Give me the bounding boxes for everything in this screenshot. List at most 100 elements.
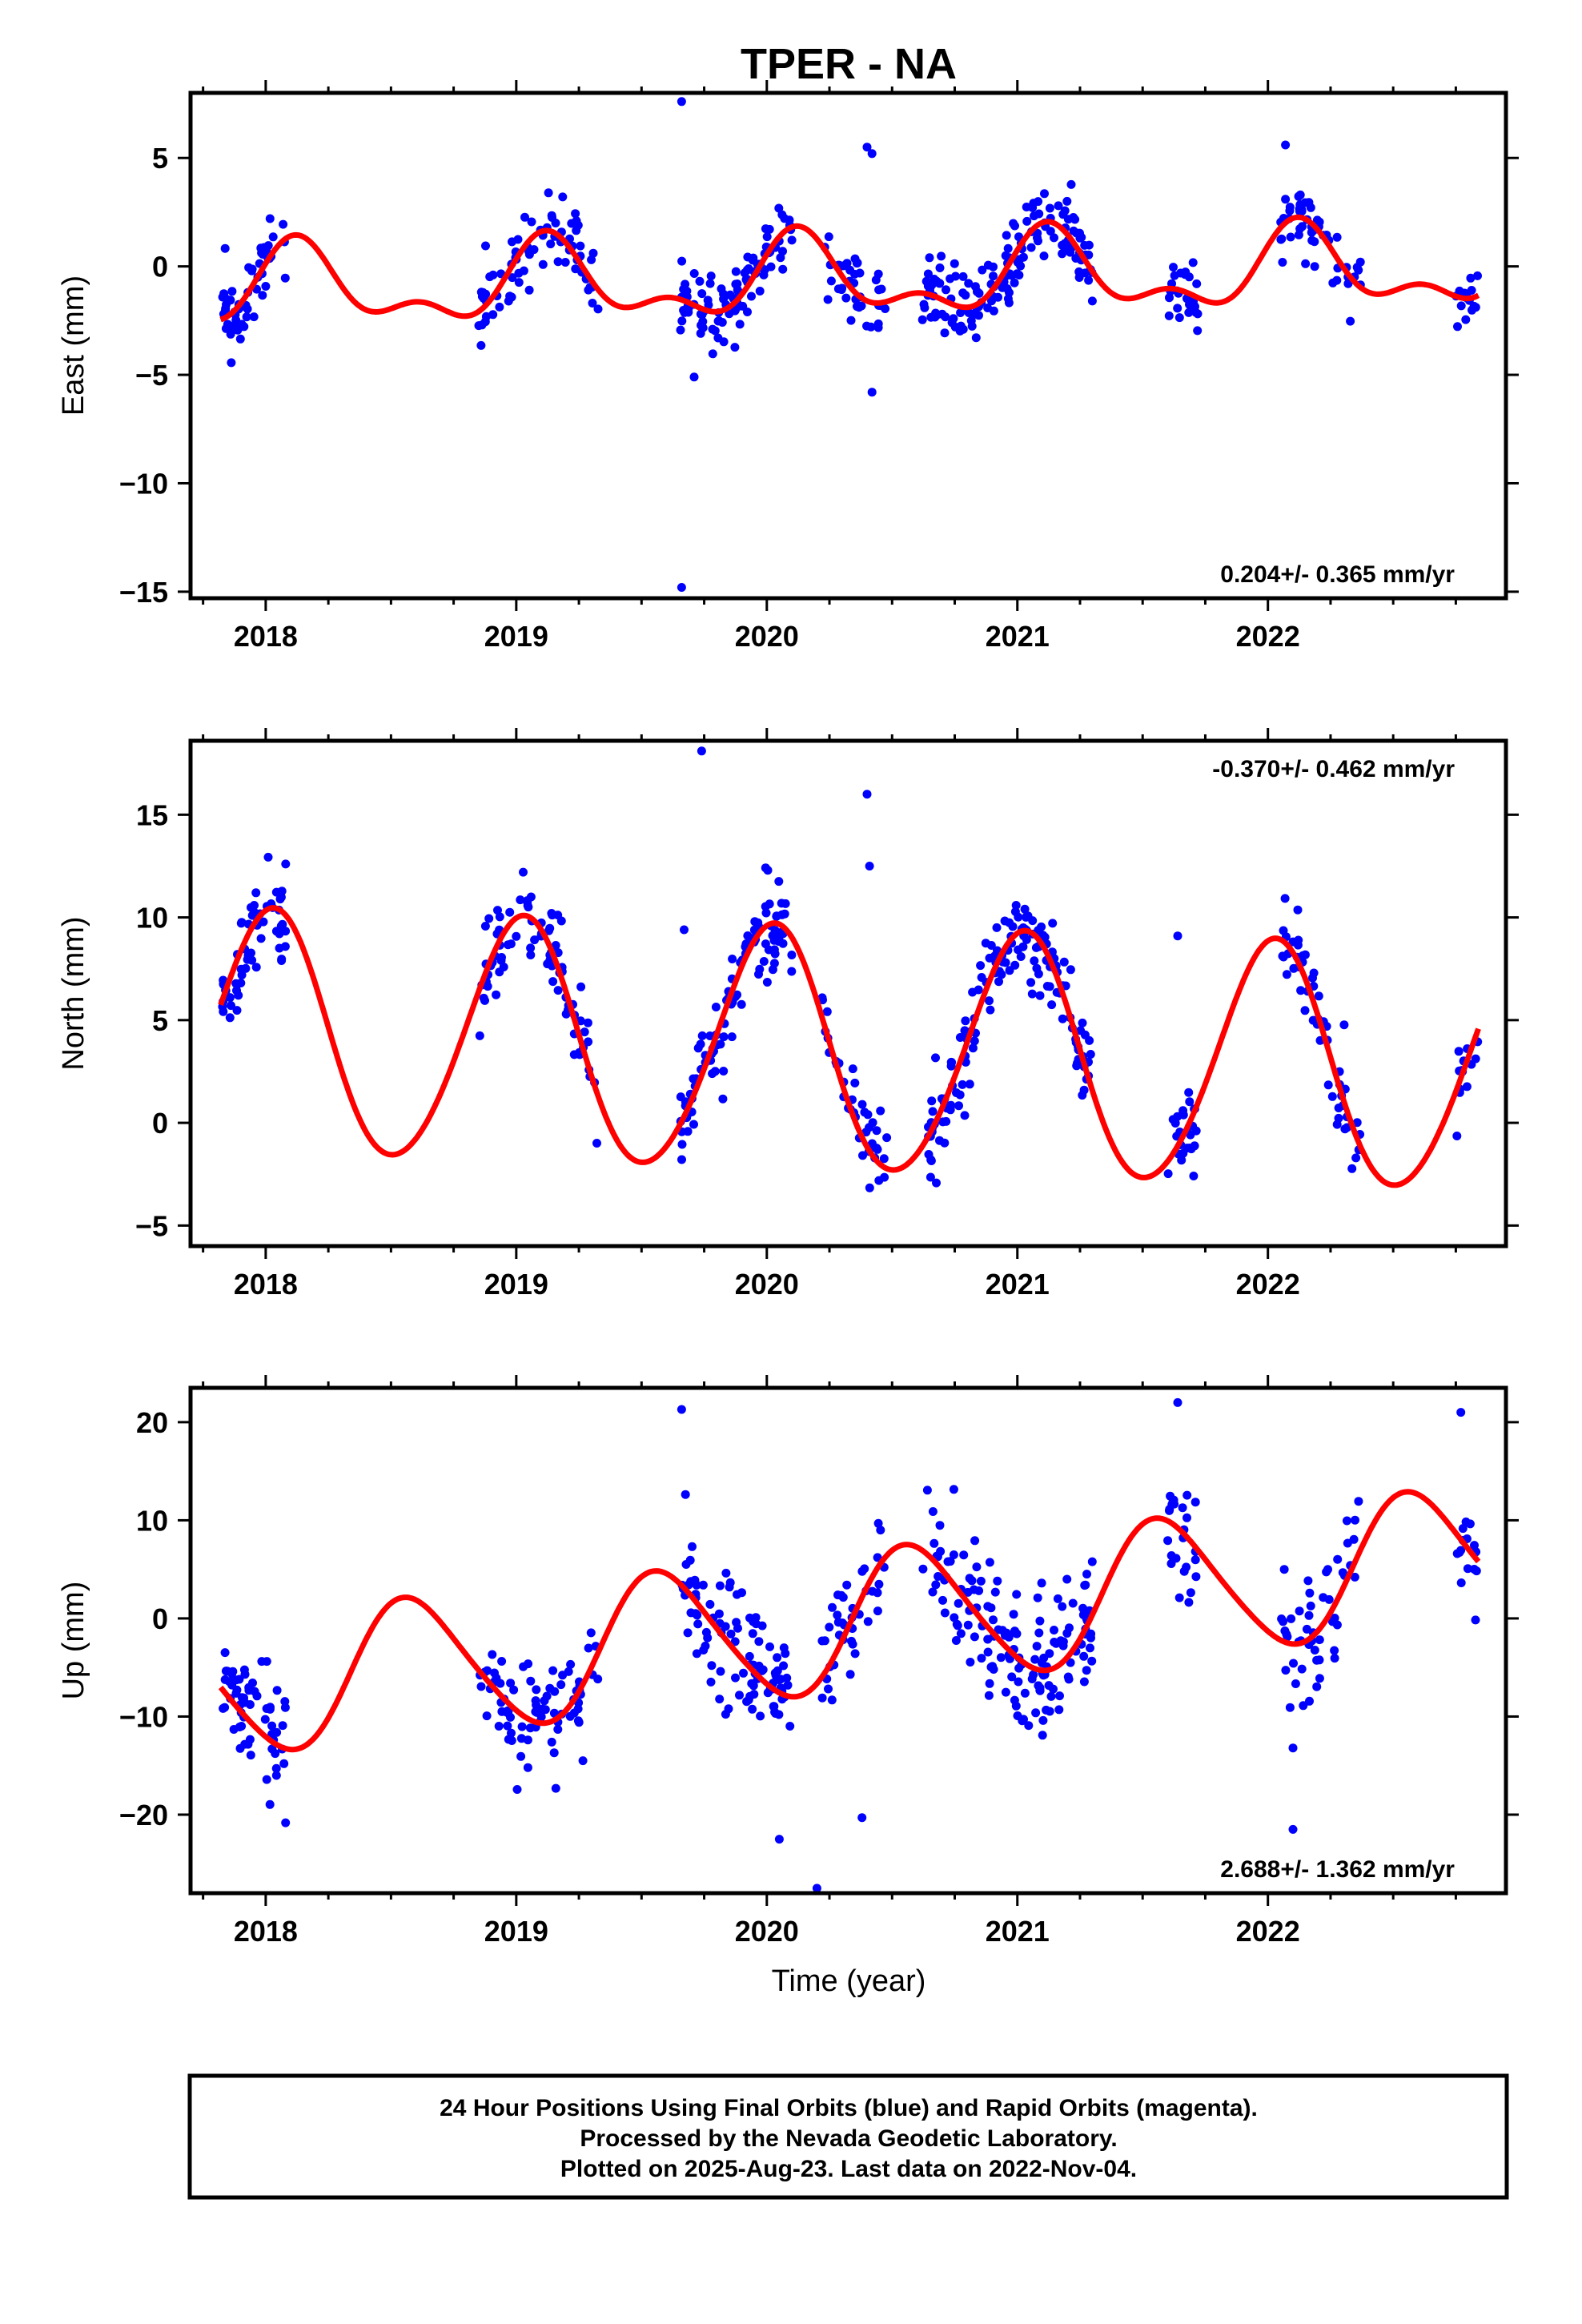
data-point xyxy=(281,1818,291,1827)
data-point xyxy=(1330,1654,1339,1663)
data-point xyxy=(1079,1677,1089,1687)
x-tick-label: 2021 xyxy=(986,620,1050,653)
data-point xyxy=(918,1564,928,1574)
x-tick-label: 2019 xyxy=(484,1268,548,1301)
data-point xyxy=(955,1033,965,1042)
data-point xyxy=(1288,1743,1298,1753)
data-point xyxy=(754,1637,764,1647)
data-point xyxy=(1007,271,1017,280)
data-point xyxy=(538,259,548,269)
data-point xyxy=(1059,957,1069,967)
data-point xyxy=(956,308,966,317)
data-point xyxy=(778,939,788,948)
data-point xyxy=(1310,1646,1319,1655)
data-point xyxy=(1011,901,1021,910)
data-point xyxy=(1306,1601,1315,1610)
data-point xyxy=(540,1705,550,1715)
data-point xyxy=(781,899,790,908)
data-point xyxy=(776,1675,785,1684)
data-point xyxy=(1295,1606,1304,1616)
data-point xyxy=(251,963,261,972)
data-point xyxy=(561,1009,571,1019)
data-point xyxy=(677,1405,686,1414)
data-point xyxy=(588,299,597,308)
data-point xyxy=(928,1587,938,1597)
data-point xyxy=(1085,1035,1094,1045)
data-point xyxy=(1300,1006,1310,1015)
data-point xyxy=(1164,311,1174,320)
data-point xyxy=(1001,1630,1010,1640)
data-point xyxy=(584,1037,593,1047)
x-tick-label: 2018 xyxy=(234,1915,298,1948)
y-tick-label: 5 xyxy=(152,1004,168,1037)
data-point xyxy=(257,1657,267,1667)
data-point xyxy=(977,1654,986,1663)
data-point xyxy=(548,213,556,222)
x-axis-label: Time (year) xyxy=(772,1964,926,1998)
data-point xyxy=(1079,1085,1089,1095)
data-point xyxy=(1308,973,1317,983)
data-point xyxy=(1456,301,1466,311)
data-point xyxy=(986,1603,996,1613)
data-point xyxy=(946,1057,956,1067)
data-point xyxy=(1058,1602,1067,1611)
data-point xyxy=(779,1661,789,1671)
data-point xyxy=(265,1799,275,1809)
data-point xyxy=(747,1679,757,1688)
data-point xyxy=(544,926,553,935)
data-point xyxy=(985,953,994,963)
data-point xyxy=(1024,1721,1034,1731)
data-point xyxy=(1289,1659,1298,1668)
data-point xyxy=(715,1581,725,1590)
data-point xyxy=(693,1610,702,1620)
data-point xyxy=(1315,1674,1324,1683)
data-point xyxy=(1010,221,1019,231)
data-point xyxy=(551,1783,560,1793)
data-point xyxy=(1054,1705,1064,1715)
data-point xyxy=(1293,905,1303,915)
data-point xyxy=(1310,262,1319,271)
data-point xyxy=(842,259,852,268)
data-point xyxy=(1296,986,1306,995)
model-fit-curve xyxy=(218,1489,1481,1753)
data-point xyxy=(256,934,266,943)
data-point xyxy=(566,1659,576,1669)
x-tick-label: 2022 xyxy=(1236,1915,1300,1948)
data-point xyxy=(278,1721,287,1731)
data-point xyxy=(593,304,603,314)
data-point xyxy=(970,1036,979,1046)
data-point xyxy=(778,247,787,256)
data-point xyxy=(1170,1499,1179,1509)
data-point xyxy=(724,1704,733,1714)
data-point xyxy=(742,265,752,275)
data-point xyxy=(1281,140,1291,150)
data-point xyxy=(1469,1565,1479,1574)
data-point xyxy=(940,1138,950,1148)
data-point xyxy=(984,1691,994,1700)
data-point xyxy=(1034,969,1043,979)
data-point xyxy=(1299,1701,1308,1711)
data-point xyxy=(863,1617,873,1626)
data-point xyxy=(1165,293,1174,303)
data-point xyxy=(882,1133,892,1143)
data-point xyxy=(1030,1655,1040,1664)
data-point xyxy=(772,911,781,921)
data-point xyxy=(862,321,871,331)
data-point xyxy=(762,978,772,987)
data-point xyxy=(950,1613,959,1622)
data-point xyxy=(516,895,525,905)
data-point xyxy=(1080,240,1090,250)
x-tick-label: 2022 xyxy=(1236,1268,1300,1301)
data-point xyxy=(507,1728,516,1738)
data-point xyxy=(1054,201,1063,211)
data-point xyxy=(721,1622,730,1631)
data-point xyxy=(492,990,501,999)
data-point xyxy=(931,1580,941,1590)
data-point xyxy=(266,1703,275,1712)
data-point xyxy=(1295,224,1305,234)
data-point xyxy=(567,219,576,228)
model-fit-curve xyxy=(219,214,1480,323)
data-point xyxy=(941,312,950,322)
data-point xyxy=(578,1756,588,1766)
